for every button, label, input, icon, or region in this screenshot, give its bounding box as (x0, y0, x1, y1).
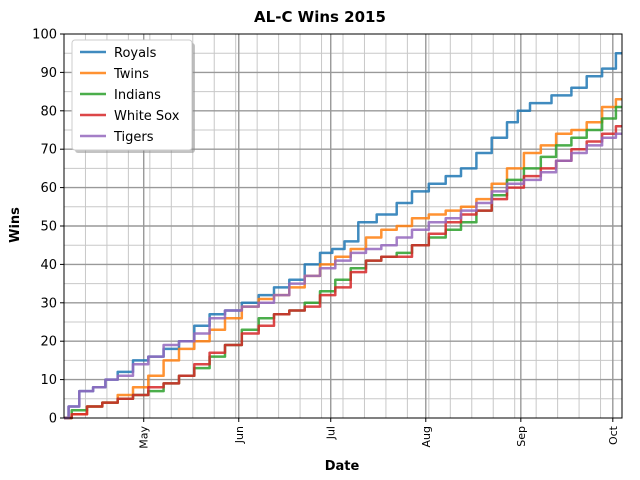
x-axis-ticks: May Jun Jul Aug Sep Oct (138, 418, 620, 449)
series-line-royals (64, 51, 622, 420)
y-tick-label: 20 (40, 335, 57, 350)
legend-label: White Sox (114, 109, 180, 124)
y-tick-label: 100 (32, 28, 57, 43)
legend: Royals Twins Indians White Sox Tigers (71, 39, 195, 153)
series-line-indians (64, 105, 622, 420)
x-tick-label: Sep (515, 426, 528, 447)
y-tick-label: 40 (40, 258, 57, 273)
y-tick-label: 70 (40, 143, 57, 158)
y-axis-label: Wins (8, 207, 23, 243)
x-axis-label: Date (325, 459, 360, 474)
y-tick-label: 0 (49, 412, 57, 427)
series-line-twins (64, 98, 622, 420)
y-tick-label: 50 (40, 220, 57, 235)
y-tick-label: 30 (40, 296, 57, 311)
y-tick-label: 80 (40, 104, 57, 119)
y-axis-ticks: 0 10 20 30 40 50 60 70 80 90 100 (32, 28, 64, 427)
x-tick-label: May (138, 426, 151, 449)
legend-label: Tigers (113, 130, 154, 145)
series-line-white-sox (64, 124, 622, 420)
x-tick-label: Aug (420, 426, 433, 447)
legend-label: Twins (113, 67, 149, 82)
y-tick-label: 60 (40, 181, 57, 196)
x-tick-label: Jun (233, 426, 246, 444)
legend-box (71, 39, 193, 151)
y-tick-label: 90 (40, 66, 57, 81)
legend-label: Royals (114, 46, 157, 61)
y-tick-label: 10 (40, 373, 57, 388)
legend-label: Indians (114, 88, 161, 103)
series-line-tigers (64, 132, 622, 420)
x-tick-label: Oct (607, 425, 620, 445)
x-tick-label: Jul (325, 426, 338, 440)
series-layer (64, 51, 622, 420)
chart-title: AL-C Wins 2015 (254, 8, 386, 26)
